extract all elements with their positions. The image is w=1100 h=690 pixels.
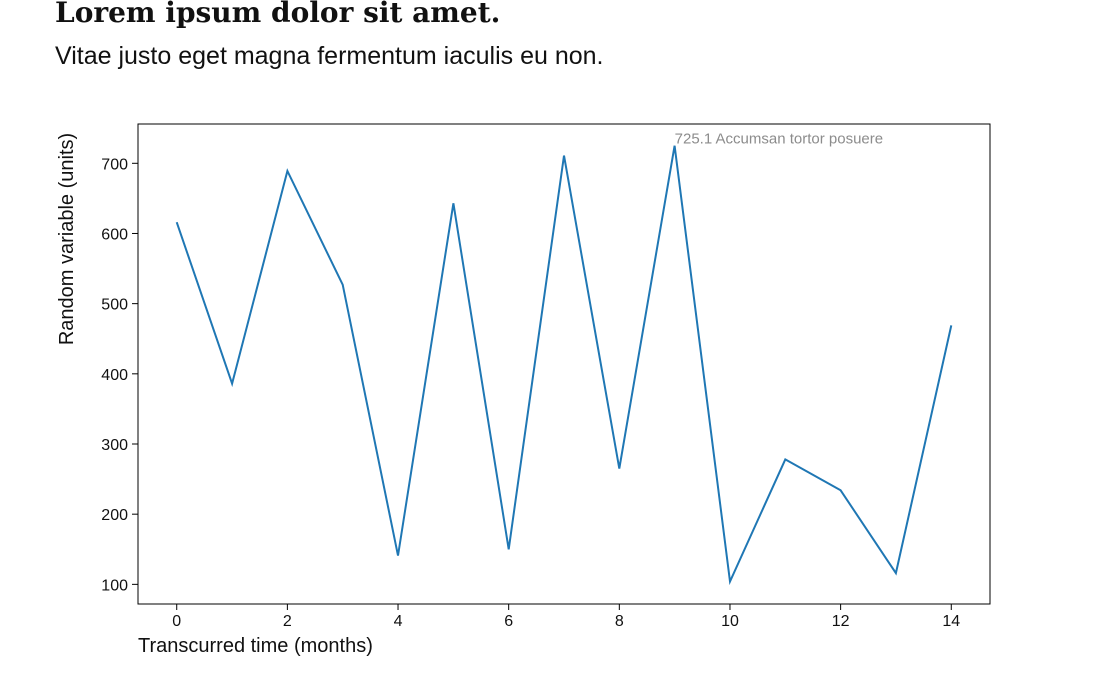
series-line	[175, 145, 953, 586]
x-tick-label: 4	[394, 613, 403, 630]
x-tick-label: 12	[832, 613, 850, 630]
chart-title: Lorem ipsum dolor sit amet.	[55, 0, 501, 29]
x-tick-label: 10	[721, 613, 739, 630]
plot-frame	[137, 123, 991, 605]
y-axis: 100 200 300 400 500 600 700	[101, 156, 138, 594]
x-tick-label: 6	[504, 613, 513, 630]
y-tick-label: 400	[101, 367, 128, 384]
chart-subtitle: Vitae justo eget magna fermentum iaculis…	[55, 42, 604, 70]
y-tick-label: 200	[101, 507, 128, 524]
peak-annotation: 725.1 Accumsan tortor posuere	[675, 131, 883, 148]
y-tick-label: 300	[101, 437, 128, 454]
x-tick-label: 14	[942, 613, 960, 630]
x-axis-label: Transcurred time (months)	[138, 635, 373, 657]
y-tick-label: 700	[101, 156, 128, 173]
y-tick-label: 600	[101, 226, 128, 243]
x-tick-label: 2	[283, 613, 292, 630]
y-tick-label: 500	[101, 297, 128, 314]
x-tick-label: 0	[172, 613, 181, 630]
y-axis-label: Random variable (units)	[56, 133, 78, 345]
x-axis: 0 2 4 6 8 10 12 14	[172, 604, 960, 630]
y-tick-label: 100	[101, 577, 128, 594]
x-tick-label: 8	[615, 613, 624, 630]
